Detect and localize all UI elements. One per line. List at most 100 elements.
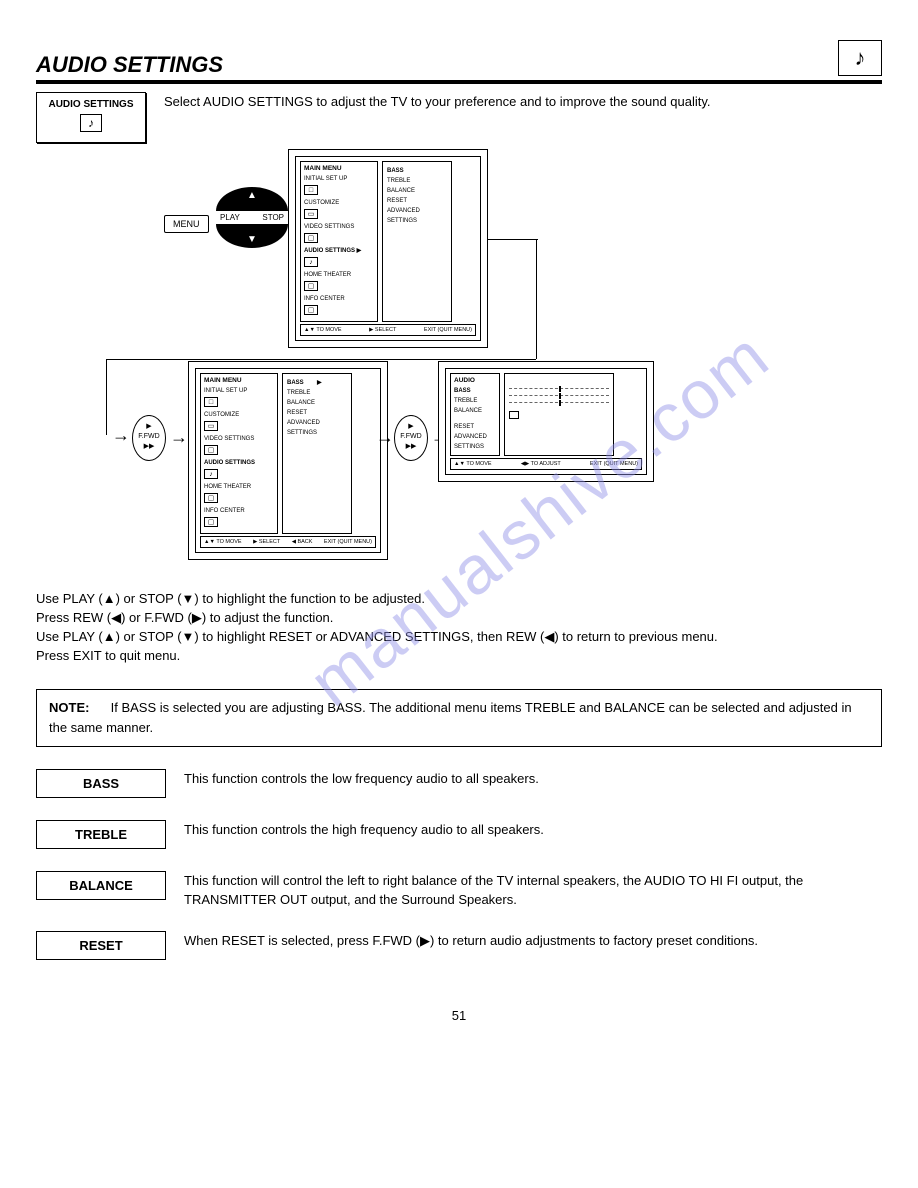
ffwd-dbl-icon: ▶▶ xyxy=(395,442,427,452)
osd2-item: CUSTOMIZE xyxy=(204,410,274,420)
mini-icon: ♪ xyxy=(304,257,318,267)
func-label: BASS xyxy=(36,769,166,798)
osd3-item: BASS xyxy=(454,386,496,396)
osd1-r-item: BASS xyxy=(387,166,447,176)
osd2-right: BASS ▶ TREBLE BALANCE RESET ADVANCED SET… xyxy=(282,373,352,534)
footer-move: ▲▼ TO MOVE xyxy=(304,327,342,333)
note-box: NOTE: If BASS is selected you are adjust… xyxy=(36,689,882,747)
osd3-left: AUDIO BASS TREBLE BALANCE RESET ADVANCED… xyxy=(450,373,500,456)
page-number: 51 xyxy=(36,1008,882,1023)
footer-move: ▲▼ TO MOVE xyxy=(454,461,492,467)
badge-label: AUDIO SETTINGS xyxy=(45,99,137,110)
osd2-item: HOME THEATER xyxy=(204,482,274,492)
osd1-left: MAIN MENU INITIAL SET UP □ CUSTOMIZE ▭ V… xyxy=(300,161,378,322)
mini-icon: ▢ xyxy=(304,281,318,291)
mini-icon: ♪ xyxy=(204,469,218,479)
note-label: NOTE: xyxy=(49,698,107,718)
footer-exit: EXIT (QUIT MENU) xyxy=(590,461,638,467)
ffwd-label: F.FWD xyxy=(133,432,165,442)
mini-icon: ▢ xyxy=(304,233,318,243)
osd2-item-selected: AUDIO SETTINGS xyxy=(204,458,274,468)
ffwd-tri-icon: ▶ xyxy=(395,422,427,432)
badge-note-icon: ♪ xyxy=(80,114,102,132)
ffwd-tri-icon: ▶ xyxy=(133,422,165,432)
mini-icon: ▢ xyxy=(204,517,218,527)
osd-screen-2: MAIN MENU INITIAL SET UP □ CUSTOMIZE ▭ V… xyxy=(188,361,388,560)
func-desc: This function controls the low frequency… xyxy=(184,769,539,788)
osd2-footer: ▲▼ TO MOVE ▶ SELECT ◀ BACK EXIT (QUIT ME… xyxy=(200,536,376,548)
osd-screen-3: AUDIO BASS TREBLE BALANCE RESET ADVANCED… xyxy=(438,361,654,482)
osd2-item: INITIAL SET UP xyxy=(204,386,274,396)
func-row-bass: BASS This function controls the low freq… xyxy=(36,769,882,798)
mini-icon: ▢ xyxy=(204,445,218,455)
ffwd-dbl-icon: ▶▶ xyxy=(133,442,165,452)
ffwd-button: ▶ F.FWD ▶▶ xyxy=(132,415,166,461)
footer-adjust: ◀▶ TO ADJUST xyxy=(521,461,561,467)
osd1-title: MAIN MENU xyxy=(304,165,374,172)
instruction-line: Press EXIT to quit menu. xyxy=(36,646,882,665)
osd3-item: TREBLE xyxy=(454,396,496,406)
osd1-item: VIDEO SETTINGS xyxy=(304,222,374,232)
diagram-area: MENU PLAY STOP → MAIN MENU INITIAL SET U… xyxy=(36,139,882,559)
slider-treble xyxy=(509,395,609,396)
instruction-line: Use PLAY (▲) or STOP (▼) to highlight RE… xyxy=(36,627,882,646)
osd1-item: INITIAL SET UP xyxy=(304,174,374,184)
instruction-line: Press REW (◀) or F.FWD (▶) to adjust the… xyxy=(36,608,882,627)
osd2-r-item: RESET xyxy=(287,408,347,418)
func-row-balance: BALANCE This function will control the l… xyxy=(36,871,882,909)
pad-up-icon xyxy=(216,187,288,211)
osd-screen-1: MAIN MENU INITIAL SET UP □ CUSTOMIZE ▭ V… xyxy=(288,149,488,348)
osd2-item: VIDEO SETTINGS xyxy=(204,434,274,444)
footer-move: ▲▼ TO MOVE xyxy=(204,539,242,545)
note-text: If BASS is selected you are adjusting BA… xyxy=(49,700,852,735)
osd3-item: BALANCE xyxy=(454,406,496,416)
footer-select: ▶ SELECT xyxy=(369,327,396,333)
osd1-item: CUSTOMIZE xyxy=(304,198,374,208)
intro-row: AUDIO SETTINGS ♪ Select AUDIO SETTINGS t… xyxy=(36,92,882,143)
osd2-r-item: TREBLE xyxy=(287,388,347,398)
arrow-right-icon: → xyxy=(170,427,188,448)
mini-icon: □ xyxy=(204,397,218,407)
slider-bass xyxy=(509,388,609,389)
arrow-right-icon: → xyxy=(376,427,394,448)
footer-exit: EXIT (QUIT MENU) xyxy=(324,539,372,545)
osd1-r-item: TREBLE xyxy=(387,176,447,186)
audio-settings-badge: AUDIO SETTINGS ♪ xyxy=(36,92,146,143)
osd2-title: MAIN MENU xyxy=(204,377,274,384)
page-header: AUDIO SETTINGS ♪ xyxy=(36,40,882,84)
osd1-r-item: RESET xyxy=(387,196,447,206)
func-row-reset: RESET When RESET is selected, press F.FW… xyxy=(36,931,882,960)
footer-back: ◀ BACK xyxy=(292,539,313,545)
footer-exit: EXIT (QUIT MENU) xyxy=(424,327,472,333)
ffwd-label: F.FWD xyxy=(395,432,427,442)
osd1-footer: ▲▼ TO MOVE ▶ SELECT EXIT (QUIT MENU) xyxy=(300,324,476,336)
osd1-right: BASS TREBLE BALANCE RESET ADVANCED SETTI… xyxy=(382,161,452,322)
instructions: Use PLAY (▲) or STOP (▼) to highlight th… xyxy=(36,589,882,665)
intro-text: Select AUDIO SETTINGS to adjust the TV t… xyxy=(164,94,711,143)
ffwd-button: ▶ F.FWD ▶▶ xyxy=(394,415,428,461)
arrow-right-icon: → xyxy=(112,425,130,446)
osd1-item-selected: AUDIO SETTINGS ▶ xyxy=(304,246,374,256)
arrow-right-icon: → xyxy=(260,215,278,236)
func-label: BALANCE xyxy=(36,871,166,900)
footer-select: ▶ SELECT xyxy=(253,539,280,545)
page-title: AUDIO SETTINGS xyxy=(36,52,223,78)
func-desc: This function controls the high frequenc… xyxy=(184,820,544,839)
reset-box-icon xyxy=(509,411,519,419)
mini-icon: ▭ xyxy=(204,421,218,431)
osd2-r-item: BASS ▶ xyxy=(287,378,347,388)
slider-balance xyxy=(509,402,609,403)
osd1-r-item: ADVANCED SETTINGS xyxy=(387,206,447,226)
osd3-footer: ▲▼ TO MOVE ◀▶ TO ADJUST EXIT (QUIT MENU) xyxy=(450,458,642,470)
osd1-item: INFO CENTER xyxy=(304,294,374,304)
osd2-r-item: BALANCE xyxy=(287,398,347,408)
func-row-treble: TREBLE This function controls the high f… xyxy=(36,820,882,849)
osd2-left: MAIN MENU INITIAL SET UP □ CUSTOMIZE ▭ V… xyxy=(200,373,278,534)
pad-play-label: PLAY xyxy=(220,213,240,222)
instruction-line: Use PLAY (▲) or STOP (▼) to highlight th… xyxy=(36,589,882,608)
mini-icon: ▢ xyxy=(304,305,318,315)
header-note-icon: ♪ xyxy=(838,40,882,76)
osd1-item: HOME THEATER xyxy=(304,270,374,280)
osd1-r-item: BALANCE xyxy=(387,186,447,196)
func-label: RESET xyxy=(36,931,166,960)
